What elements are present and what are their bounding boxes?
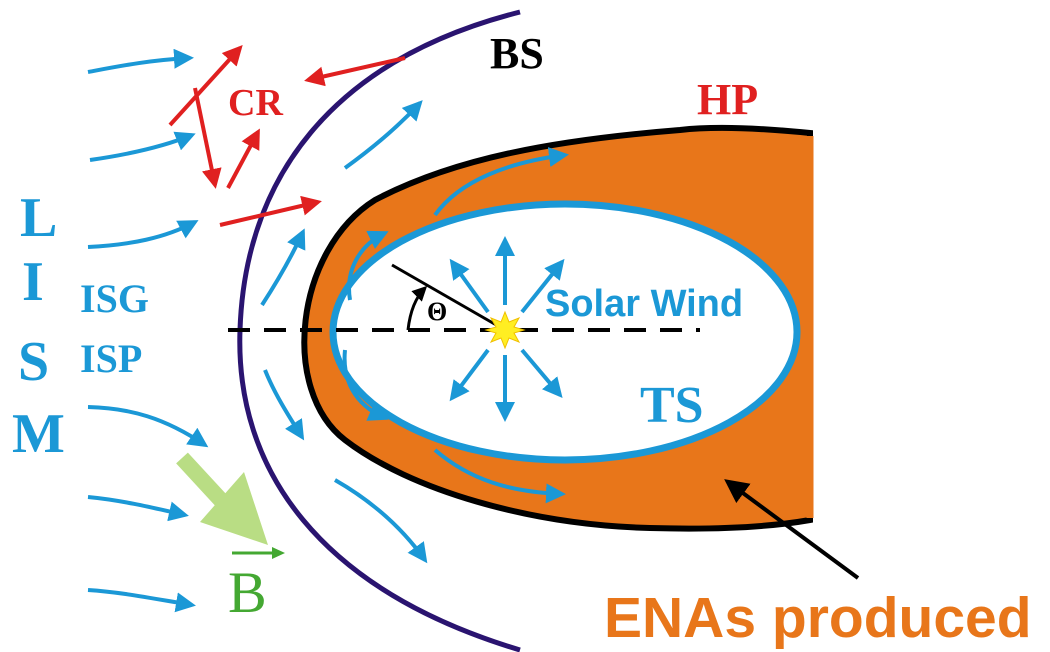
sw-arrow-downright	[520, 348, 563, 399]
heliosheath-flows	[342, 147, 569, 504]
flow-heliosheath-upper-left	[347, 230, 389, 301]
flow-lism-4	[87, 405, 209, 448]
flow-heliosheath-lower-left	[342, 349, 389, 421]
angle-arc	[406, 285, 428, 331]
flow-diverted-1	[343, 100, 423, 170]
cr-arrow-1	[168, 45, 243, 127]
isp-label: ISP	[80, 336, 142, 381]
lism-letter-i: I	[22, 251, 44, 313]
magnetic-field-label: B	[228, 560, 267, 625]
flow-diverted-2	[260, 228, 306, 307]
heliopause-label: HP	[697, 75, 758, 124]
sw-arrow-upleft	[449, 258, 490, 314]
flow-diverted-4	[334, 478, 428, 564]
lism-letter-s: S	[18, 331, 49, 393]
cr-arrow-3	[226, 128, 260, 189]
isg-label: ISG	[80, 276, 149, 321]
flow-lism-2	[89, 131, 196, 162]
b-vector-arrowhead	[272, 547, 285, 559]
magnetic-field-arrowhead	[200, 472, 268, 545]
flow-lism-6	[87, 588, 196, 613]
lism-letter-m: M	[12, 403, 65, 465]
flow-lism-1	[87, 48, 194, 74]
enas-label: ENAs produced	[604, 586, 1032, 650]
cosmic-rays-label: CR	[228, 82, 283, 124]
angle-line	[391, 263, 506, 332]
flow-lism-5	[87, 495, 189, 522]
sun-icon	[484, 310, 526, 350]
cr-arrow-4	[219, 195, 322, 227]
lism-letter-l: L	[20, 187, 57, 249]
flow-lism-3	[87, 220, 199, 249]
solar-wind-label: Solar Wind	[545, 283, 743, 325]
flow-heliosheath-top	[433, 147, 569, 217]
lism-flows	[87, 48, 428, 613]
cosmic-ray-arrows	[168, 45, 406, 227]
flow-diverted-3	[263, 369, 305, 441]
flow-heliosheath-bottom	[433, 448, 566, 504]
ena-pointer-arrow	[724, 479, 860, 580]
sw-arrow-downleft	[449, 348, 490, 402]
sw-arrow-upright	[520, 258, 565, 314]
angle-label: Θ	[427, 297, 447, 326]
cr-arrow-5	[304, 56, 406, 87]
solar-wind-arrows	[449, 236, 565, 422]
bow-shock-label: BS	[490, 29, 544, 78]
cr-arrow-2	[193, 87, 222, 189]
termination-shock-label: TS	[640, 377, 704, 434]
